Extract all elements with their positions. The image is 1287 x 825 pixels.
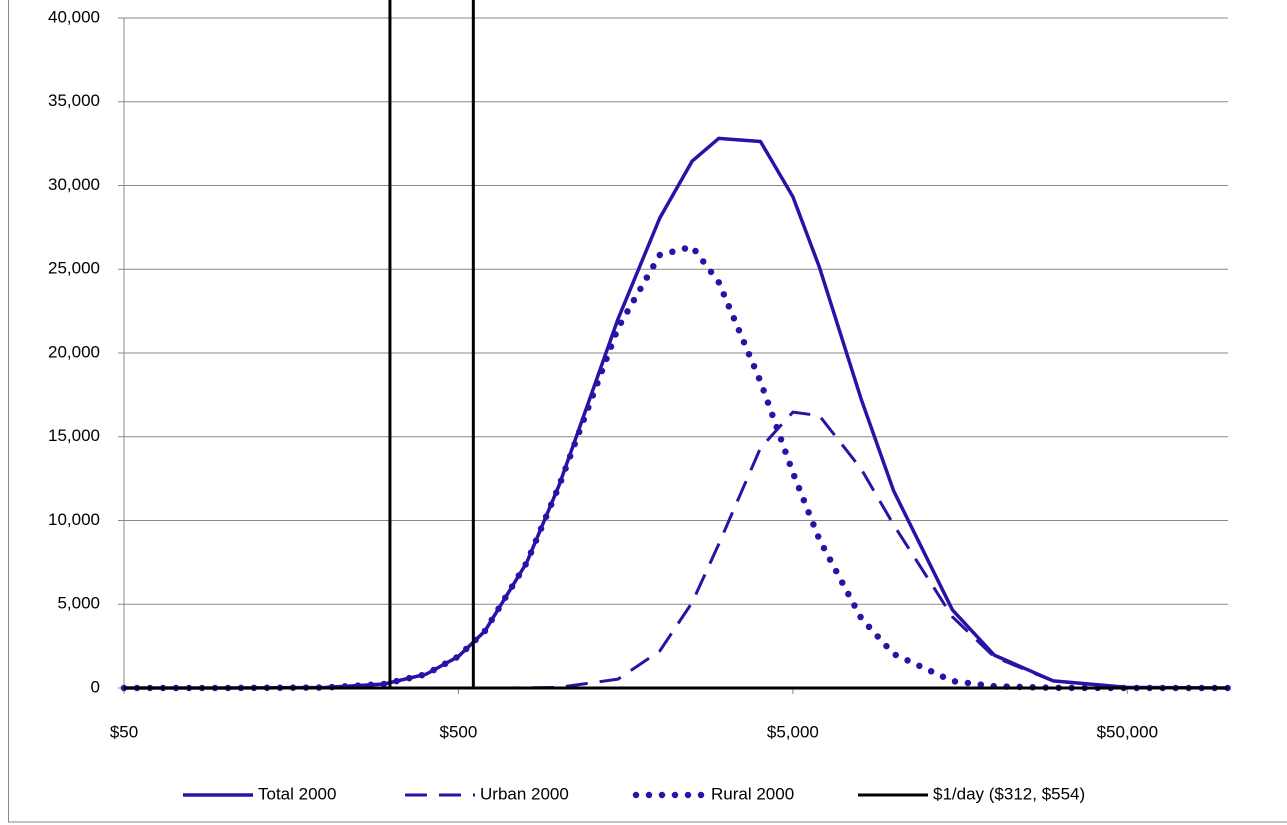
legend-label: Urban 2000 [480, 784, 569, 803]
y-tick-label: 25,000 [48, 259, 100, 278]
x-tick-label: $50,000 [1097, 722, 1158, 741]
y-tick-label: 0 [91, 677, 100, 696]
y-tick-label: 15,000 [48, 426, 100, 445]
x-tick-label: $5,000 [767, 722, 819, 741]
series-line [124, 136, 1229, 690]
x-tick-label: $500 [440, 722, 478, 741]
series-line [120, 243, 1232, 692]
legend-label: Rural 2000 [711, 784, 794, 803]
y-tick-label: 40,000 [48, 7, 100, 26]
legend-label: Total 2000 [258, 784, 336, 803]
chart-frame [8, 0, 1287, 823]
y-tick-label: 5,000 [57, 594, 100, 613]
y-tick-label: 10,000 [48, 510, 100, 529]
legend-label: $1/day ($312, $554) [933, 784, 1085, 803]
y-tick-label: 30,000 [48, 175, 100, 194]
y-tick-label: 35,000 [48, 91, 100, 110]
y-tick-label: 20,000 [48, 342, 100, 361]
series-line [124, 410, 1229, 690]
x-tick-label: $50 [110, 722, 138, 741]
